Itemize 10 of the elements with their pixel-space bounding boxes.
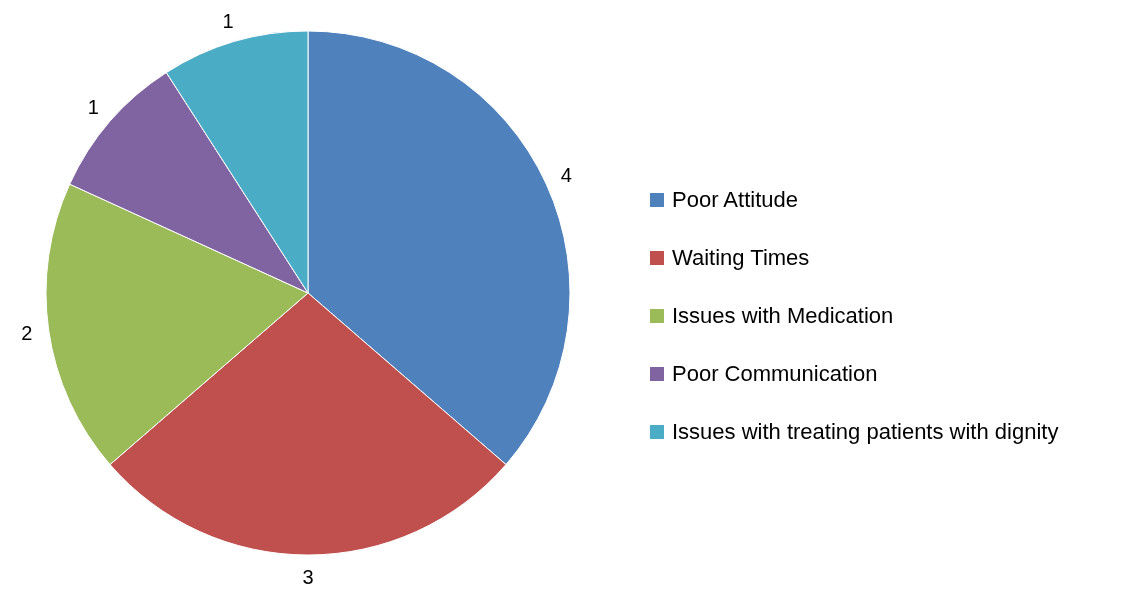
legend-label: Poor Communication (672, 361, 878, 387)
data-label: 1 (87, 96, 99, 119)
legend-label: Poor Attitude (672, 187, 798, 213)
legend-label: Issues with Medication (672, 303, 894, 329)
data-label: 3 (302, 566, 314, 588)
data-label: 4 (560, 164, 572, 187)
legend-label: Waiting Times (672, 245, 810, 271)
legend-label: Issues with treating patients with dignity (672, 419, 1059, 445)
data-label: 1 (222, 9, 234, 32)
data-label: 2 (21, 322, 33, 345)
